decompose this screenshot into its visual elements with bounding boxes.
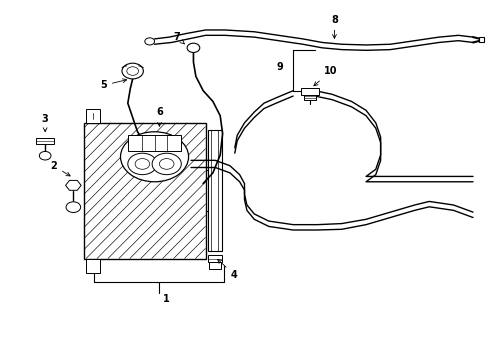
Circle shape xyxy=(66,202,81,212)
Circle shape xyxy=(187,43,200,53)
Bar xyxy=(207,255,222,262)
Text: 2: 2 xyxy=(50,161,70,176)
Text: 6: 6 xyxy=(156,108,163,126)
Circle shape xyxy=(126,67,138,75)
Bar xyxy=(478,37,483,42)
Text: 9: 9 xyxy=(276,63,282,72)
Bar xyxy=(301,88,318,95)
Text: 1: 1 xyxy=(163,294,169,304)
Circle shape xyxy=(159,158,174,169)
Circle shape xyxy=(39,152,51,160)
Bar xyxy=(303,95,316,100)
Text: 5: 5 xyxy=(100,79,126,90)
Circle shape xyxy=(122,63,143,79)
Bar xyxy=(208,262,220,269)
Circle shape xyxy=(152,153,181,175)
Bar xyxy=(36,138,54,144)
Bar xyxy=(127,135,181,152)
Bar xyxy=(207,130,221,251)
Bar xyxy=(84,123,205,258)
Circle shape xyxy=(135,158,149,169)
Circle shape xyxy=(127,153,157,175)
Circle shape xyxy=(120,132,188,182)
Bar xyxy=(86,258,100,273)
Text: 7: 7 xyxy=(173,32,184,44)
Polygon shape xyxy=(65,180,81,190)
Bar xyxy=(84,123,205,258)
Circle shape xyxy=(144,38,154,45)
Bar xyxy=(86,109,100,123)
Text: 3: 3 xyxy=(41,114,48,132)
Text: 4: 4 xyxy=(217,259,237,280)
Text: 10: 10 xyxy=(313,66,337,86)
Text: 8: 8 xyxy=(330,15,337,39)
